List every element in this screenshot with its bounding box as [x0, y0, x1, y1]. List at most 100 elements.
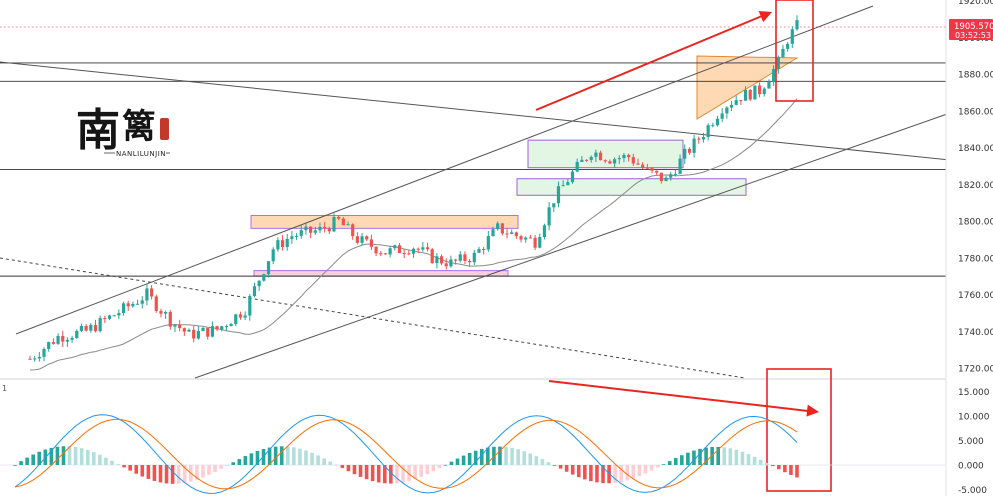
candle-body	[397, 245, 402, 254]
macd-histogram-bar	[576, 465, 581, 478]
candle-body	[580, 159, 584, 162]
macd-histogram-bar	[528, 453, 533, 465]
macd-histogram-bar	[249, 453, 254, 465]
macd-histogram-bar	[237, 459, 242, 465]
candle-body	[524, 237, 528, 240]
candle-body	[103, 318, 107, 320]
candle-body	[332, 216, 336, 232]
candle-body	[313, 230, 317, 233]
candle-body	[584, 159, 589, 161]
macd-histogram-bar	[601, 465, 605, 484]
candle-body	[725, 107, 729, 114]
macd-histogram-bar	[437, 465, 442, 469]
candle-body	[669, 174, 673, 178]
candle-body	[706, 125, 710, 138]
candle-body	[168, 312, 172, 327]
macd-histogram-bar	[67, 446, 72, 465]
candle-body	[360, 236, 364, 243]
macd-histogram-bar	[431, 465, 436, 472]
candle-body	[608, 161, 612, 164]
macd-histogram-bar	[158, 465, 163, 483]
candle-body	[407, 253, 411, 255]
candle-body	[458, 254, 462, 261]
last-price-badge	[949, 19, 993, 41]
macd-highlight-box	[766, 368, 832, 492]
candle-body	[500, 223, 504, 234]
macd-histogram-bar	[583, 465, 587, 480]
candle-body	[121, 303, 126, 314]
macd-histogram-bar	[407, 465, 411, 482]
candle-body	[613, 159, 617, 164]
macd-histogram-bar	[613, 465, 617, 483]
macd-histogram-bar	[152, 465, 157, 481]
candle-body	[734, 100, 738, 105]
macd-histogram-bar	[473, 450, 478, 465]
macd-histogram-bar	[352, 465, 357, 475]
candle-body	[304, 226, 308, 231]
candle-body	[711, 125, 715, 127]
zone-consolidation-1	[250, 214, 519, 229]
macd-histogram-bar	[19, 461, 23, 465]
macd-histogram-bar	[13, 465, 17, 466]
price-trend-arrow	[535, 15, 763, 111]
macd-histogram-bar	[346, 465, 351, 472]
macd-histogram-bar	[116, 464, 120, 465]
candle-body	[561, 185, 565, 187]
axis-background	[946, 0, 993, 496]
price-tick-label: 1880.000	[958, 71, 993, 81]
macd-histogram-bar	[164, 465, 169, 484]
macd-histogram-bar	[55, 446, 60, 465]
macd-signal-line	[14, 418, 798, 490]
candle-body	[627, 154, 631, 158]
candle-body	[262, 274, 266, 281]
macd-histogram-bar	[667, 461, 672, 465]
macd-histogram-bar	[510, 447, 514, 465]
macd-histogram-bar	[134, 465, 139, 474]
candle-body	[528, 237, 533, 239]
candle-body	[547, 207, 551, 226]
macd-histogram-bar	[73, 446, 78, 465]
macd-histogram-bar	[486, 447, 490, 465]
candle-body	[468, 260, 472, 263]
candle-body	[164, 312, 168, 314]
macd-histogram-bar	[704, 447, 708, 465]
macd-divergence-arrow	[548, 380, 809, 412]
candles-layer	[28, 15, 799, 362]
macd-histogram-bar	[673, 458, 678, 465]
price-axis[interactable]: 1920.0001900.0001880.0001860.0001840.000…	[945, 0, 993, 496]
candle-body	[790, 29, 794, 44]
macd-histogram-bar	[255, 450, 260, 465]
candle-body	[393, 245, 397, 249]
candle-body	[383, 253, 388, 255]
macd-histogram-bar	[461, 455, 466, 465]
candle-body	[505, 233, 509, 235]
macd-histogram-bar	[37, 451, 42, 465]
candle-body	[37, 356, 41, 359]
macd-histogram-bar	[552, 465, 557, 466]
candle-body	[351, 224, 355, 237]
macd-histogram-bar	[443, 464, 448, 466]
macd-histogram-bar	[267, 447, 272, 465]
macd-histogram-bar	[740, 451, 745, 465]
macd-histogram-bar	[516, 449, 520, 465]
candle-body	[636, 163, 640, 165]
candle-body	[650, 167, 654, 171]
candle-body	[294, 235, 299, 237]
candle-body	[290, 236, 294, 239]
macd-histogram-bar	[783, 465, 787, 473]
macd-histogram-bar	[752, 456, 757, 465]
candle-body	[659, 172, 663, 182]
price-tick-label: 1860.000	[958, 107, 993, 117]
macd-histogram-bar	[85, 449, 90, 465]
candle-body	[697, 138, 701, 140]
macd-histogram-bar	[219, 465, 223, 469]
countdown-label: 03:52:53	[955, 31, 991, 40]
candle-body	[444, 263, 448, 267]
candle-body	[430, 249, 434, 264]
candle-body	[154, 296, 158, 311]
macd-histogram-bar	[213, 465, 217, 472]
macd-histogram-bar	[310, 452, 314, 465]
macd-histogram-bar	[655, 465, 660, 468]
candle-body	[65, 339, 70, 342]
candle-body	[786, 43, 790, 49]
